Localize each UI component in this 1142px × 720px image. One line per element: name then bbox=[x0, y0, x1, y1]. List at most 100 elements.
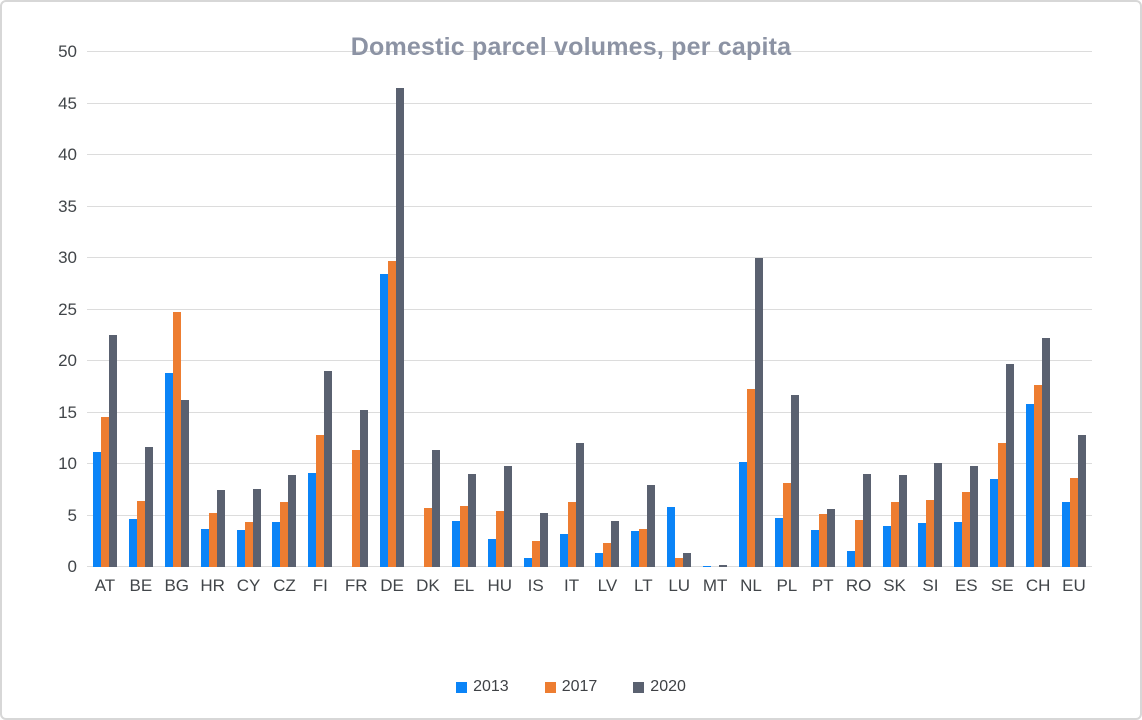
bar-2013-ch bbox=[1026, 404, 1035, 567]
bar-2017-el bbox=[459, 506, 468, 567]
bar-2020-el bbox=[467, 474, 476, 567]
x-tick-label-de: DE bbox=[380, 576, 404, 595]
bar-2017-de bbox=[388, 261, 397, 567]
x-tick-label-cy: CY bbox=[236, 576, 261, 595]
bar-2017-is bbox=[531, 541, 540, 567]
gridline-5 bbox=[87, 514, 1092, 516]
gridlines bbox=[87, 51, 1092, 567]
bar-2013-pt bbox=[810, 529, 819, 567]
bar-2013-el bbox=[451, 520, 460, 567]
bar-group-it bbox=[554, 52, 590, 567]
bar-group-si bbox=[912, 52, 948, 567]
x-tick-label-ro: RO bbox=[845, 576, 872, 595]
bar-2017-sk bbox=[890, 502, 899, 567]
gridline-20 bbox=[87, 360, 1092, 361]
bar-2013-fi bbox=[308, 473, 317, 567]
gridline-45 bbox=[87, 102, 1092, 104]
bar-2013-si bbox=[918, 522, 927, 567]
bar-2020-eu bbox=[1077, 435, 1086, 567]
bar-group-pt bbox=[805, 52, 841, 567]
bar-2013-cz bbox=[272, 521, 281, 567]
legend: 2013 2017 2020 bbox=[2, 678, 1140, 696]
bar-group-fr bbox=[338, 52, 374, 567]
bar-group-cy bbox=[231, 52, 267, 567]
legend-label-2013: 2013 bbox=[473, 678, 509, 695]
bar-2020-dk bbox=[431, 449, 440, 567]
bar-2013-pl bbox=[774, 517, 783, 567]
bar-2013-hr bbox=[200, 528, 209, 567]
bar-2020-lu bbox=[683, 552, 692, 567]
bar-2017-ch bbox=[1034, 384, 1043, 567]
bar-2013-nl bbox=[738, 461, 747, 567]
legend-swatch-2013 bbox=[456, 681, 468, 693]
bar-2017-fr bbox=[352, 449, 361, 567]
legend-swatch-2020 bbox=[633, 681, 645, 693]
x-axis-labels: AT BE BG HR CY CZ FI FR DE DK EL HU IS IT LV LT LU MT NL PL… bbox=[87, 576, 1092, 596]
bar-2017-ro bbox=[854, 519, 863, 567]
x-tick-label-si: SI bbox=[922, 576, 939, 595]
bar-2017-be bbox=[136, 501, 145, 567]
bar-2020-se bbox=[1006, 364, 1015, 567]
x-tick-label-ch: CH bbox=[1025, 576, 1051, 595]
bar-2020-mt bbox=[719, 564, 728, 567]
bar-2017-bg bbox=[172, 311, 181, 567]
y-tick-label-35: 35 bbox=[58, 196, 77, 216]
bar-2020-ch bbox=[1042, 338, 1051, 567]
bar-2017-pt bbox=[818, 514, 827, 567]
bar-2017-nl bbox=[746, 388, 755, 567]
bar-2013-lv bbox=[595, 552, 604, 567]
bar-group-ch bbox=[1020, 52, 1056, 567]
gridline-10 bbox=[87, 463, 1092, 464]
bar-2013-se bbox=[990, 479, 999, 567]
bar-group-lt bbox=[625, 52, 661, 567]
bar-2017-lv bbox=[603, 543, 612, 567]
bar-2020-pt bbox=[826, 509, 835, 567]
bar-group-ro bbox=[841, 52, 877, 567]
bar-2017-es bbox=[962, 491, 971, 567]
x-tick-label-nl: NL bbox=[740, 576, 762, 595]
x-tick-label-fr: FR bbox=[344, 576, 368, 595]
x-tick-label-lt: LT bbox=[634, 576, 653, 595]
bar-2013-is bbox=[523, 557, 532, 567]
bar-groups bbox=[87, 52, 1092, 567]
bar-group-eu bbox=[1056, 52, 1092, 567]
bar-group-se bbox=[984, 52, 1020, 567]
bar-2013-sk bbox=[882, 525, 891, 567]
bar-2020-de bbox=[396, 88, 405, 567]
y-tick-label-5: 5 bbox=[67, 505, 77, 525]
bar-2013-cy bbox=[236, 529, 245, 567]
y-tick-label-10: 10 bbox=[58, 454, 77, 473]
bar-2020-it bbox=[575, 443, 584, 567]
legend-label-2017: 2017 bbox=[561, 678, 598, 695]
bar-2017-hr bbox=[208, 513, 217, 567]
bar-2017-at bbox=[100, 416, 109, 567]
bar-2013-de bbox=[380, 274, 389, 567]
bar-2020-nl bbox=[754, 258, 763, 567]
bar-2017-it bbox=[567, 502, 576, 567]
x-tick-label-sk: SK bbox=[883, 576, 906, 595]
x-tick-label-cz: CZ bbox=[273, 576, 296, 595]
bar-2020-is bbox=[539, 513, 548, 567]
bar-group-cz bbox=[266, 52, 302, 567]
bar-group-lu bbox=[661, 52, 697, 567]
x-tick-label-es: ES bbox=[954, 576, 978, 595]
bar-2020-at bbox=[108, 335, 117, 567]
bar-2017-dk bbox=[423, 508, 432, 567]
x-tick-label-se: SE bbox=[990, 576, 1014, 595]
gridline-25 bbox=[87, 308, 1092, 310]
x-tick-label-pl: PL bbox=[776, 576, 798, 595]
gridline-0 bbox=[87, 566, 1092, 567]
bar-2017-eu bbox=[1069, 478, 1078, 567]
legend-swatch-2017 bbox=[544, 681, 556, 693]
bar-2013-es bbox=[954, 521, 963, 567]
y-tick-label-30: 30 bbox=[58, 248, 77, 267]
x-tick-label-fi: FI bbox=[312, 576, 328, 595]
bar-2020-hr bbox=[216, 489, 225, 567]
x-tick-label-mt: MT bbox=[702, 576, 728, 595]
bar-2020-fr bbox=[360, 410, 369, 567]
bar-2017-lu bbox=[675, 557, 684, 567]
bar-group-lv bbox=[589, 52, 625, 567]
bar-2020-lt bbox=[647, 484, 656, 567]
bar-2013-hu bbox=[487, 539, 496, 567]
bar-2013-be bbox=[128, 518, 137, 567]
